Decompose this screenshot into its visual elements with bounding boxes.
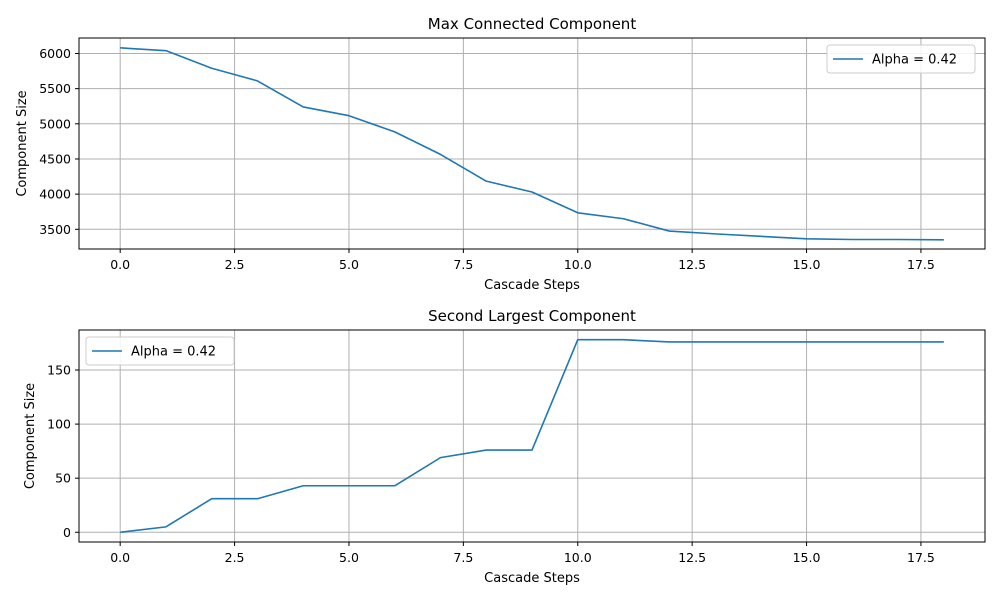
x-tick-label: 2.5: [225, 257, 245, 272]
chart-second-largest-component: Second Largest Component Cascade Steps C…: [23, 307, 986, 586]
y-tick-label: 5000: [39, 116, 71, 131]
x-tick-label: 15.0: [793, 550, 821, 565]
y-axis-label: Component Size: [15, 90, 30, 196]
x-tick-label: 2.5: [225, 550, 245, 565]
y-tick-label: 4000: [39, 187, 71, 202]
series-lines: [120, 338, 944, 534]
x-tick-label: 17.5: [907, 550, 935, 565]
series-lines: [120, 47, 944, 241]
x-tick-label: 10.0: [564, 257, 592, 272]
chart-title: Max Connected Component: [428, 15, 637, 33]
legend-label-alpha: Alpha = 0.42: [872, 53, 957, 68]
x-tick-label: 0.0: [110, 257, 130, 272]
series-line-0: [120, 338, 944, 534]
y-tick-label: 150: [47, 363, 71, 378]
y-tick-label: 0: [63, 525, 71, 540]
y-tick-label: 3500: [39, 222, 71, 237]
y-tick-label: 50: [55, 471, 71, 486]
y-tick-label: 6000: [39, 46, 71, 61]
chart-max-connected-component: Max Connected Component Cascade Steps Co…: [15, 15, 986, 293]
legend: Alpha = 0.42: [826, 44, 976, 74]
plot-frame: [78, 329, 986, 543]
tick-marks: 0.0 2.5 5.0 7.5 10.0 12.5 15.0 17.5 3500 4000 4500…: [39, 46, 935, 272]
legend: Alpha = 0.42: [85, 336, 235, 366]
x-tick-label: 12.5: [678, 550, 706, 565]
legend-box: [85, 336, 235, 366]
x-axis-label: Cascade Steps: [484, 571, 580, 586]
y-tick-label: 4500: [39, 151, 71, 166]
y-axis-label: Component Size: [23, 383, 38, 489]
x-tick-label: 17.5: [907, 257, 935, 272]
grid-lines: [79, 330, 985, 542]
chart-title: Second Largest Component: [428, 307, 636, 325]
x-tick-label: 10.0: [564, 550, 592, 565]
x-tick-label: 15.0: [793, 257, 821, 272]
x-tick-label: 7.5: [453, 257, 473, 272]
plot-frame: [78, 37, 986, 250]
y-tick-label: 100: [47, 417, 71, 432]
tick-marks: 0.0 2.5 5.0 7.5 10.0 12.5 15.0 17.5 0 50 100 150: [47, 363, 935, 565]
x-tick-label: 5.0: [339, 257, 359, 272]
legend-label-alpha: Alpha = 0.42: [131, 345, 216, 360]
y-tick-label: 5500: [39, 81, 71, 96]
legend-box: [826, 44, 976, 74]
x-tick-label: 0.0: [110, 550, 130, 565]
x-tick-label: 7.5: [453, 550, 473, 565]
series-line-0: [120, 47, 944, 241]
x-tick-label: 12.5: [678, 257, 706, 272]
x-tick-label: 5.0: [339, 550, 359, 565]
x-axis-label: Cascade Steps: [484, 278, 580, 293]
